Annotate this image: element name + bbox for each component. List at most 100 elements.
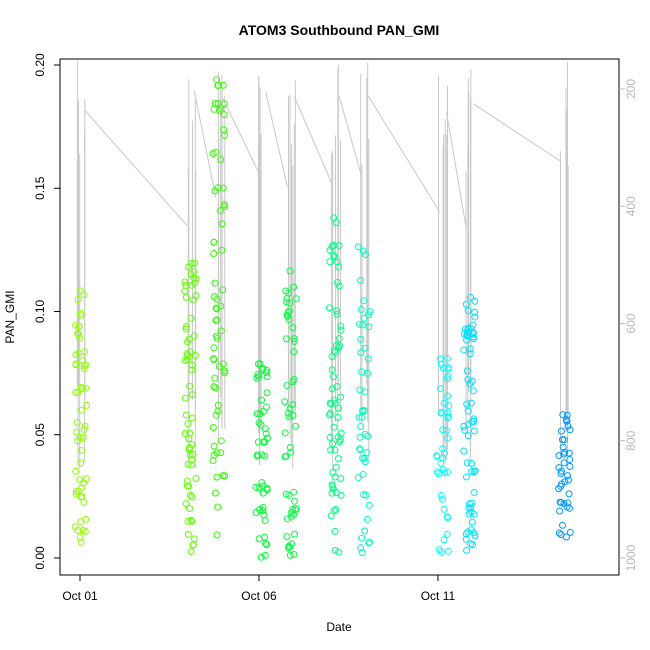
- data-point: [439, 364, 447, 372]
- data-point: [467, 540, 475, 548]
- data-point: [360, 491, 368, 499]
- data-point: [188, 414, 196, 422]
- data-point: [325, 304, 333, 312]
- data-point: [364, 432, 372, 440]
- data-point: [437, 408, 445, 416]
- data-point: [284, 309, 292, 317]
- data-point: [263, 373, 271, 381]
- data-point: [469, 321, 477, 329]
- data-point: [360, 314, 368, 322]
- data-point: [561, 478, 569, 486]
- data-point: [187, 461, 195, 469]
- data-point: [555, 529, 563, 537]
- data-point: [464, 432, 472, 440]
- data-point: [443, 354, 451, 362]
- data-point: [283, 532, 291, 540]
- data-point: [566, 462, 574, 470]
- data-point: [184, 420, 192, 428]
- data-point: [254, 438, 262, 446]
- data-point: [256, 410, 264, 418]
- data-point: [261, 517, 269, 525]
- data-point: [76, 287, 84, 295]
- data-point: [211, 187, 219, 195]
- pressure-transit: [222, 98, 260, 174]
- data-point: [285, 491, 293, 499]
- data-point: [566, 426, 574, 434]
- data-point: [285, 413, 293, 421]
- data-point: [282, 335, 290, 343]
- data-point: [210, 344, 218, 352]
- data-point: [328, 243, 336, 251]
- data-point: [557, 482, 565, 490]
- data-point: [210, 383, 218, 391]
- data-point: [361, 527, 369, 535]
- data-point: [184, 530, 192, 538]
- data-point: [331, 446, 339, 454]
- data-point: [290, 376, 298, 384]
- data-point: [220, 110, 228, 118]
- data-point: [76, 334, 84, 342]
- data-point: [365, 323, 373, 331]
- data-point: [217, 449, 225, 457]
- data-point: [361, 344, 369, 352]
- data-point: [83, 401, 91, 409]
- data-point: [211, 279, 219, 287]
- data-point: [335, 282, 343, 290]
- data-point: [326, 246, 334, 254]
- data-point: [183, 338, 191, 346]
- data-point: [337, 429, 345, 437]
- data-point: [437, 548, 445, 556]
- data-point: [257, 421, 265, 429]
- data-point: [336, 438, 344, 446]
- data-point: [439, 466, 447, 474]
- data-point: [283, 298, 291, 306]
- data-point: [292, 295, 300, 303]
- data-point: [357, 335, 365, 343]
- data-point: [76, 533, 84, 541]
- data-point: [329, 468, 337, 476]
- data-point: [286, 299, 294, 307]
- data-point: [328, 489, 336, 497]
- data-point: [440, 399, 448, 407]
- data-point: [185, 435, 193, 443]
- data-point: [291, 530, 299, 538]
- data-point: [80, 291, 88, 299]
- data-point: [471, 532, 479, 540]
- data-point: [289, 401, 297, 409]
- data-point: [463, 459, 471, 467]
- data-point: [335, 344, 343, 352]
- data-point: [209, 423, 217, 431]
- data-point: [566, 456, 574, 464]
- data-point: [190, 332, 198, 340]
- data-point: [209, 457, 217, 465]
- data-point: [261, 533, 269, 541]
- data-point: [467, 399, 475, 407]
- data-point: [465, 329, 473, 337]
- data-point: [468, 499, 476, 507]
- data-point: [212, 411, 220, 419]
- data-point: [210, 238, 218, 246]
- data-point: [359, 321, 367, 329]
- data-point: [332, 463, 340, 471]
- data-point: [218, 220, 226, 228]
- data-point: [462, 300, 470, 308]
- data-point: [254, 371, 262, 379]
- data-point: [355, 413, 363, 421]
- pressure-transit: [446, 112, 467, 230]
- data-point: [563, 417, 571, 425]
- data-point: [188, 366, 196, 374]
- data-point: [467, 526, 475, 534]
- data-point: [290, 283, 298, 291]
- data-point: [559, 443, 567, 451]
- data-point: [359, 470, 367, 478]
- data-point: [460, 447, 468, 455]
- data-point: [186, 348, 194, 356]
- data-point: [219, 286, 227, 294]
- data-point: [211, 374, 219, 382]
- data-point: [189, 541, 197, 549]
- data-point: [560, 450, 568, 458]
- data-point: [560, 436, 568, 444]
- data-point: [365, 311, 373, 319]
- data-point: [327, 446, 335, 454]
- data-point: [221, 367, 229, 375]
